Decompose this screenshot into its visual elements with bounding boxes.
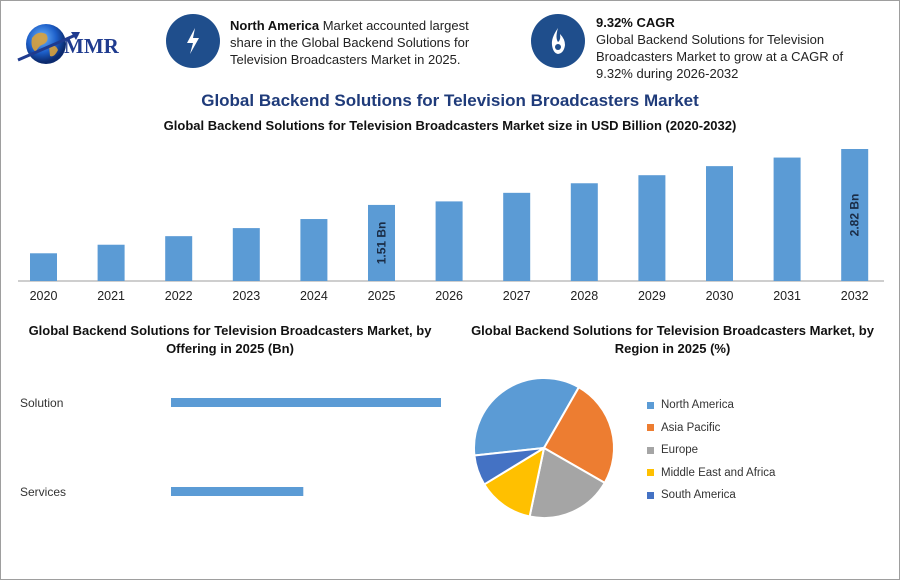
legend-swatch <box>647 469 654 477</box>
x-tick-label: 2028 <box>570 289 598 303</box>
flame-icon <box>531 14 585 68</box>
offering-chart-title: Global Backend Solutions for Television … <box>28 323 432 356</box>
info-right-text: Global Backend Solutions for Television … <box>596 32 844 81</box>
offering-bar-services <box>171 487 304 496</box>
legend-item: South America <box>647 484 775 507</box>
bar-2023 <box>232 228 260 281</box>
legend-swatch <box>647 446 654 454</box>
x-tick-label: 2023 <box>232 289 260 303</box>
bar-2026 <box>435 201 463 281</box>
info-right-bold: 9.32% CAGR <box>596 15 675 30</box>
main-title: Global Backend Solutions for Television … <box>201 91 699 110</box>
x-tick-label: 2029 <box>638 289 666 303</box>
offering-label-services: Services <box>20 485 67 499</box>
bar-chart-title: Global Backend Solutions for Television … <box>163 118 737 133</box>
legend-swatch <box>647 424 654 432</box>
offering-bar-chart <box>171 398 441 496</box>
x-tick-label: 2027 <box>503 289 531 303</box>
x-tick-label: 2032 <box>841 289 869 303</box>
x-tick-label: 2031 <box>773 289 801 303</box>
bar-2030 <box>706 166 733 281</box>
legend-label: South America <box>661 489 736 502</box>
info-north-america: North America Market accounted largest s… <box>230 17 500 68</box>
legend-item: North America <box>647 394 775 417</box>
legend-label: North America <box>661 399 734 412</box>
x-tick-label: 2025 <box>368 289 396 303</box>
legend-label: Middle East and Africa <box>661 466 776 479</box>
legend-swatch <box>647 401 654 409</box>
bar-2020 <box>30 253 57 281</box>
x-tick-label: 2024 <box>300 289 328 303</box>
info-cagr: 9.32% CAGR Global Backend Solutions for … <box>596 14 866 82</box>
legend-item: Middle East and Africa <box>647 462 775 485</box>
info-left-bold: North America <box>230 18 320 33</box>
legend-label: Europe <box>661 444 699 457</box>
bar-2025 <box>368 204 395 281</box>
legend-label: Asia Pacific <box>661 421 721 434</box>
bar-2024 <box>300 219 328 281</box>
region-pie-chart <box>473 377 615 519</box>
x-tick-label: 2021 <box>97 289 125 303</box>
pie-slice-middle-east-and-africa <box>482 445 546 518</box>
bar-2027 <box>503 192 531 281</box>
globe-icon <box>17 24 80 64</box>
offering-label-solution: Solution <box>20 396 64 410</box>
bar-2032 <box>841 149 869 281</box>
region-legend: North America Asia Pacific Europe Middle Ea… <box>647 394 775 507</box>
pie-slice-asia-pacific <box>542 385 615 485</box>
info-left-text: Market accounted largest share in the Gl… <box>230 18 470 67</box>
legend-swatch <box>647 491 654 499</box>
market-size-bar-chart: 2020 2021 2022 2023 2024 2025 1.51 Bn 2026 2027 2… <box>18 149 884 303</box>
bar-2022 <box>165 236 193 281</box>
x-tick-label: 2022 <box>165 289 193 303</box>
bar-2021 <box>97 244 125 281</box>
legend-item: Asia Pacific <box>647 417 775 440</box>
x-tick-label: 2030 <box>706 289 734 303</box>
mmr-logo <box>16 20 136 76</box>
bar-2029 <box>638 175 666 281</box>
bar-2031 <box>773 157 801 281</box>
x-tick-label: 2026 <box>435 289 463 303</box>
x-tick-label: 2020 <box>30 289 58 303</box>
offering-bar-solution <box>171 398 441 407</box>
data-label: 2.82 Bn <box>848 194 862 237</box>
pie-slice-north-america <box>473 377 581 457</box>
logo-text: MMR <box>64 34 119 58</box>
pie-slice-europe <box>528 446 607 519</box>
legend-item: Europe <box>647 439 775 462</box>
bar-2028 <box>570 183 598 281</box>
data-label: 1.51 Bn <box>375 222 389 265</box>
lightning-icon <box>166 14 220 68</box>
pie-slice-south-america <box>473 447 545 486</box>
region-chart-title: Global Backend Solutions for Television … <box>471 323 874 356</box>
